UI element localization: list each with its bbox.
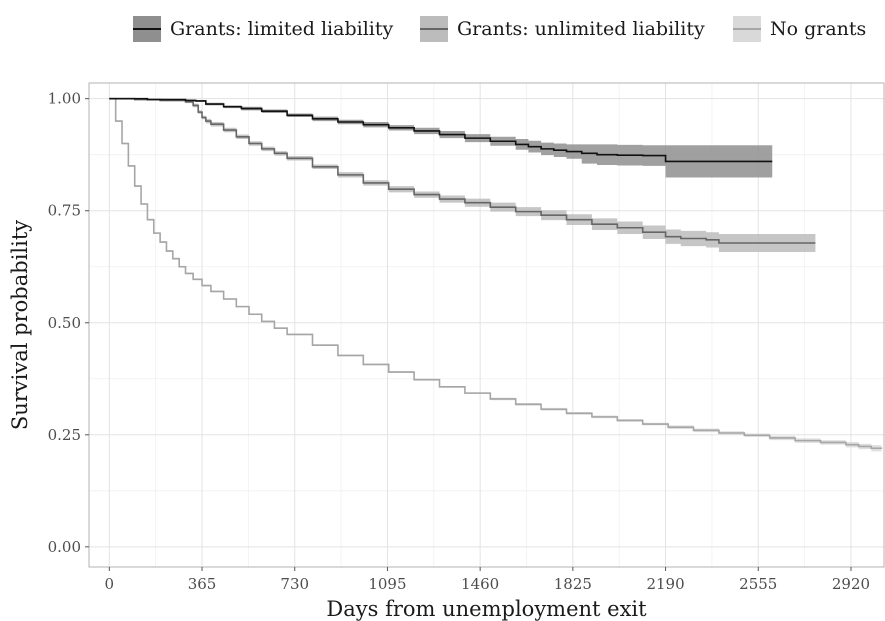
legend-label: No grants bbox=[770, 18, 867, 40]
legend-label: Grants: unlimited liability bbox=[457, 18, 705, 40]
legend-item-unlimited-liability: Grants: unlimited liability bbox=[420, 12, 705, 46]
x-tick-label: 2920 bbox=[832, 575, 870, 593]
y-tick-label: 0.50 bbox=[48, 314, 81, 332]
legend-key-unlimited-liability bbox=[420, 16, 448, 42]
y-tick-label: 1.00 bbox=[48, 90, 81, 108]
y-tick-label: 0.25 bbox=[48, 426, 81, 444]
ci-band-grants-limited-liability bbox=[109, 98, 773, 178]
x-tick-label: 0 bbox=[105, 575, 115, 593]
legend-key-limited-liability bbox=[133, 16, 161, 42]
x-tick-label: 2555 bbox=[739, 575, 777, 593]
x-tick-label: 1460 bbox=[461, 575, 499, 593]
panel-border bbox=[88, 82, 885, 568]
survival-line-grants-limited-liability bbox=[109, 97, 773, 163]
x-tick-label: 2190 bbox=[646, 575, 684, 593]
legend-item-no-grants: No grants bbox=[733, 12, 866, 46]
survival-line-no-grants bbox=[109, 97, 883, 450]
y-tick-label: 0.75 bbox=[48, 202, 81, 220]
survival-line-grants-unlimited-liability bbox=[109, 97, 816, 244]
x-axis-title: Days from unemployment exit bbox=[326, 597, 647, 621]
x-tick-label: 365 bbox=[188, 575, 217, 593]
legend-item-limited-liability: Grants: limited liability bbox=[133, 12, 393, 46]
legend: Grants: limited liability Grants: unlimi… bbox=[0, 12, 885, 46]
y-axis-title: Survival probability bbox=[8, 220, 32, 430]
ci-band-grants-unlimited-liability bbox=[109, 98, 816, 252]
y-tick-label: 0.00 bbox=[48, 538, 81, 556]
x-tick-label: 1825 bbox=[554, 575, 592, 593]
x-tick-label: 1095 bbox=[368, 575, 406, 593]
legend-key-no-grants bbox=[733, 16, 761, 42]
x-tick-label: 730 bbox=[280, 575, 309, 593]
legend-label: Grants: limited liability bbox=[170, 18, 394, 40]
